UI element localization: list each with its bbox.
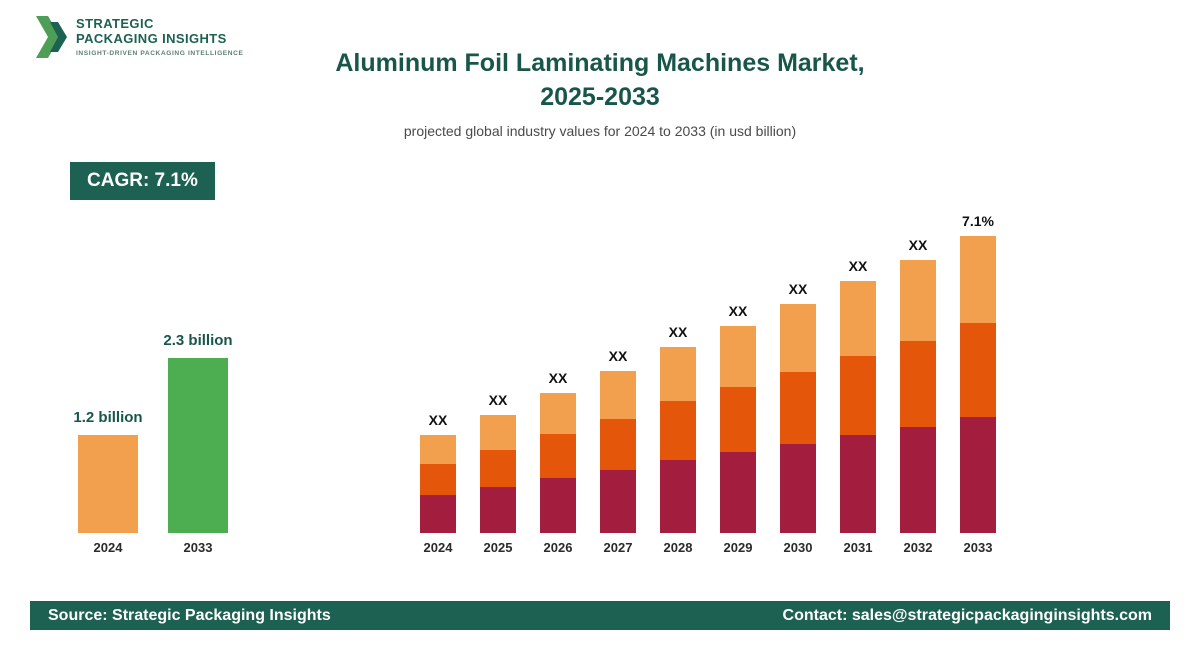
middle-segment — [600, 419, 636, 470]
brand-tagline: INSIGHT-DRIVEN PACKAGING INTELLIGENCE — [76, 50, 244, 57]
middle-segment — [720, 387, 756, 452]
bottom-segment — [420, 495, 456, 533]
trend-year-label: 2029 — [723, 540, 753, 555]
brand-chevron-icon — [36, 16, 67, 58]
summary-value-label: 1.2 billion — [73, 409, 143, 426]
top-segment — [960, 236, 996, 323]
page-title: Aluminum Foil Laminating Machines Market… — [0, 46, 1200, 114]
trend-stacked-bar-2024 — [420, 435, 456, 533]
summary-bar-column-2033: 2.3 billion 2033 — [163, 318, 232, 555]
trend-bar-column-2030: XX 2030 — [780, 198, 816, 555]
trend-bar-label: XX — [668, 324, 688, 340]
bottom-segment — [480, 487, 516, 533]
trend-bar-label: 7.1% — [962, 213, 994, 229]
cagr-badge: CAGR: 7.1% — [70, 162, 215, 200]
trend-bar-column-2031: XX 2031 — [840, 198, 876, 555]
middle-segment — [840, 356, 876, 435]
trend-year-label: 2030 — [783, 540, 813, 555]
trend-year-label: 2026 — [543, 540, 573, 555]
bottom-segment — [600, 470, 636, 533]
trend-bar-column-2029: XX 2029 — [720, 198, 756, 555]
bottom-segment — [720, 452, 756, 533]
top-segment — [480, 415, 516, 450]
trend-year-label: 2027 — [603, 540, 633, 555]
trend-bar-label: XX — [728, 303, 748, 319]
summary-year-label: 2033 — [183, 540, 213, 555]
header: Aluminum Foil Laminating Machines Market… — [0, 46, 1200, 139]
middle-segment — [660, 401, 696, 460]
page-subtitle: projected global industry values for 202… — [403, 123, 797, 139]
trend-bar-column-2028: XX 2028 — [660, 198, 696, 555]
trend-bar-label: XX — [608, 348, 628, 364]
top-segment — [900, 260, 936, 341]
trend-year-label: 2025 — [483, 540, 513, 555]
footer-bar: Source: Strategic Packaging Insights Con… — [30, 601, 1170, 630]
summary-bar-column-2024: 1.2 billion 2024 — [73, 318, 142, 555]
trend-bar-label: XX — [848, 258, 868, 274]
bottom-segment — [780, 444, 816, 533]
trend-stacked-bar-2028 — [660, 347, 696, 533]
page-title-line2: 2025-2033 — [540, 83, 660, 111]
middle-segment — [780, 372, 816, 444]
trend-bar-column-2024: XX 2024 — [420, 198, 456, 555]
top-segment — [420, 435, 456, 464]
page-title-line1: Aluminum Foil Laminating Machines Market… — [335, 49, 865, 77]
summary-bar-2024 — [78, 435, 138, 533]
trend-bar-column-2026: XX 2026 — [540, 198, 576, 555]
trend-bar-column-2027: XX 2027 — [600, 198, 636, 555]
source-text: Source: Strategic Packaging Insights — [48, 606, 331, 624]
trend-bar-label: XX — [548, 370, 568, 386]
trend-year-label: 2033 — [963, 540, 993, 555]
trend-year-label: 2031 — [843, 540, 873, 555]
trend-bar-column-2025: XX 2025 — [480, 198, 516, 555]
trend-stacked-bar-2029 — [720, 326, 756, 533]
middle-segment — [900, 341, 936, 427]
trend-bar-label: XX — [488, 392, 508, 408]
contact-text: Contact: sales@strategicpackaginginsight… — [782, 606, 1152, 624]
bottom-segment — [960, 417, 996, 533]
trend-stacked-bar-2031 — [840, 281, 876, 533]
trend-bar-column-2032: XX 2032 — [900, 198, 936, 555]
trend-stacked-bar-2026 — [540, 393, 576, 533]
summary-bar-2033 — [168, 358, 228, 533]
trend-bar-label: XX — [428, 412, 448, 428]
summary-chart: 1.2 billion 2024 2.3 billion 2033 — [73, 318, 232, 555]
middle-segment — [420, 464, 456, 495]
trend-stacked-bar-2033 — [960, 236, 996, 533]
trend-year-label: 2028 — [663, 540, 693, 555]
trend-year-label: 2024 — [423, 540, 453, 555]
summary-year-label: 2024 — [93, 540, 123, 555]
trend-stacked-bar-2032 — [900, 260, 936, 533]
top-segment — [660, 347, 696, 401]
trend-year-label: 2032 — [903, 540, 933, 555]
top-segment — [780, 304, 816, 372]
trend-bar-label: XX — [908, 237, 928, 253]
top-segment — [540, 393, 576, 434]
trend-bar-label: XX — [788, 281, 808, 297]
brand-logo: STRATEGIC PACKAGING INSIGHTS INSIGHT-DRI… — [34, 14, 244, 60]
bottom-segment — [900, 427, 936, 533]
trend-stacked-bar-2030 — [780, 304, 816, 533]
top-segment — [600, 371, 636, 419]
top-segment — [720, 326, 756, 387]
bottom-segment — [840, 435, 876, 533]
trend-stacked-bar-2027 — [600, 371, 636, 533]
brand-name-line1: STRATEGIC — [76, 16, 154, 31]
brand-name-line2: PACKAGING INSIGHTS — [76, 31, 227, 46]
bottom-segment — [660, 460, 696, 533]
top-segment — [840, 281, 876, 356]
summary-value-label: 2.3 billion — [163, 332, 233, 349]
trend-bar-column-2033: 7.1% 2033 — [960, 198, 996, 555]
brand-text: STRATEGIC PACKAGING INSIGHTS INSIGHT-DRI… — [76, 14, 244, 57]
middle-segment — [960, 323, 996, 417]
trend-chart: XX 2024 XX 2025 XX 2026 XX 2027 XX 2028 XX 2029 XX 20… — [420, 198, 996, 555]
middle-segment — [480, 450, 516, 487]
bottom-segment — [540, 478, 576, 533]
trend-stacked-bar-2025 — [480, 415, 516, 533]
middle-segment — [540, 434, 576, 478]
